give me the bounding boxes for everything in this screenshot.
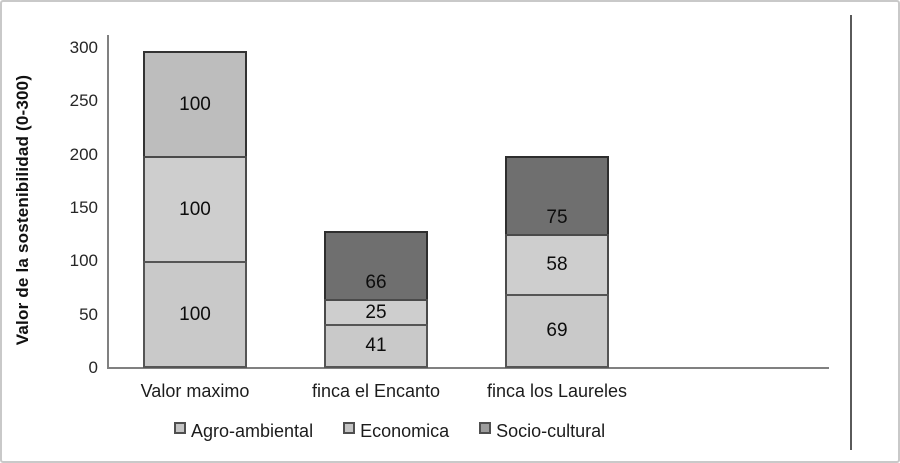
y-tick-label: 200	[69, 144, 98, 164]
legend-label: Economica	[360, 421, 450, 441]
y-axis-title-text: Valor de la sostenibilidad (0-300)	[13, 74, 33, 345]
y-tick-label: 0	[88, 358, 98, 377]
legend-swatch-icon	[174, 422, 186, 434]
stacked-bar-1: 100 100 100	[143, 51, 247, 368]
segment-value-label: 58	[546, 254, 568, 275]
legend-swatch-icon	[343, 422, 356, 434]
bar-segment: 75	[505, 156, 609, 236]
segment-value-label: 100	[179, 93, 211, 115]
bar-segment: 100	[143, 156, 247, 263]
y-tick-label: 250	[69, 91, 98, 111]
y-tick-label: 50	[79, 304, 98, 324]
legend-item: Economica	[343, 419, 449, 443]
segment-value-label: 41	[365, 335, 387, 356]
y-axis-title: Valor de la sostenibilidad (0-300)	[6, 52, 40, 367]
bar-segment: 25	[324, 299, 428, 326]
segment-value-label: 25	[365, 301, 387, 323]
plot-right-border-line	[850, 15, 852, 450]
legend: Agro-ambiental Economica Socio-cultural	[174, 419, 605, 443]
stacked-bar-3: 75 58 69	[505, 156, 609, 368]
segment-value-label: 100	[179, 198, 211, 220]
category-label: finca el Encanto	[311, 381, 441, 401]
category-label: finca los Laureles	[486, 381, 628, 401]
legend-label: Socio-cultural	[496, 421, 606, 441]
stacked-bar-2: 66 25 41	[324, 231, 428, 368]
y-tick-label: 300	[69, 38, 98, 57]
category-label: Valor maximo	[140, 381, 250, 401]
y-tick-label: 100	[69, 251, 98, 271]
legend-label: Agro-ambiental	[191, 421, 314, 441]
bar-segment: 58	[505, 234, 609, 296]
segment-value-label: 100	[179, 303, 211, 325]
bar-segment: 66	[324, 231, 428, 301]
legend-item: Socio-cultural	[479, 419, 605, 443]
y-axis-line	[107, 35, 109, 368]
segment-value-label: 69	[546, 320, 568, 341]
bar-segment: 69	[505, 294, 609, 368]
segment-value-label: 75	[546, 207, 568, 228]
legend-item: Agro-ambiental	[174, 419, 313, 443]
bar-segment: 100	[143, 261, 247, 368]
bar-segment: 41	[324, 324, 428, 368]
y-tick-label: 150	[69, 198, 98, 217]
bar-segment: 100	[143, 51, 247, 158]
plot-area: 100 100 100 66 25 41 75 58 69	[107, 48, 829, 368]
x-axis-line	[107, 367, 829, 369]
legend-swatch-icon	[479, 422, 492, 434]
segment-value-label: 66	[365, 272, 387, 293]
